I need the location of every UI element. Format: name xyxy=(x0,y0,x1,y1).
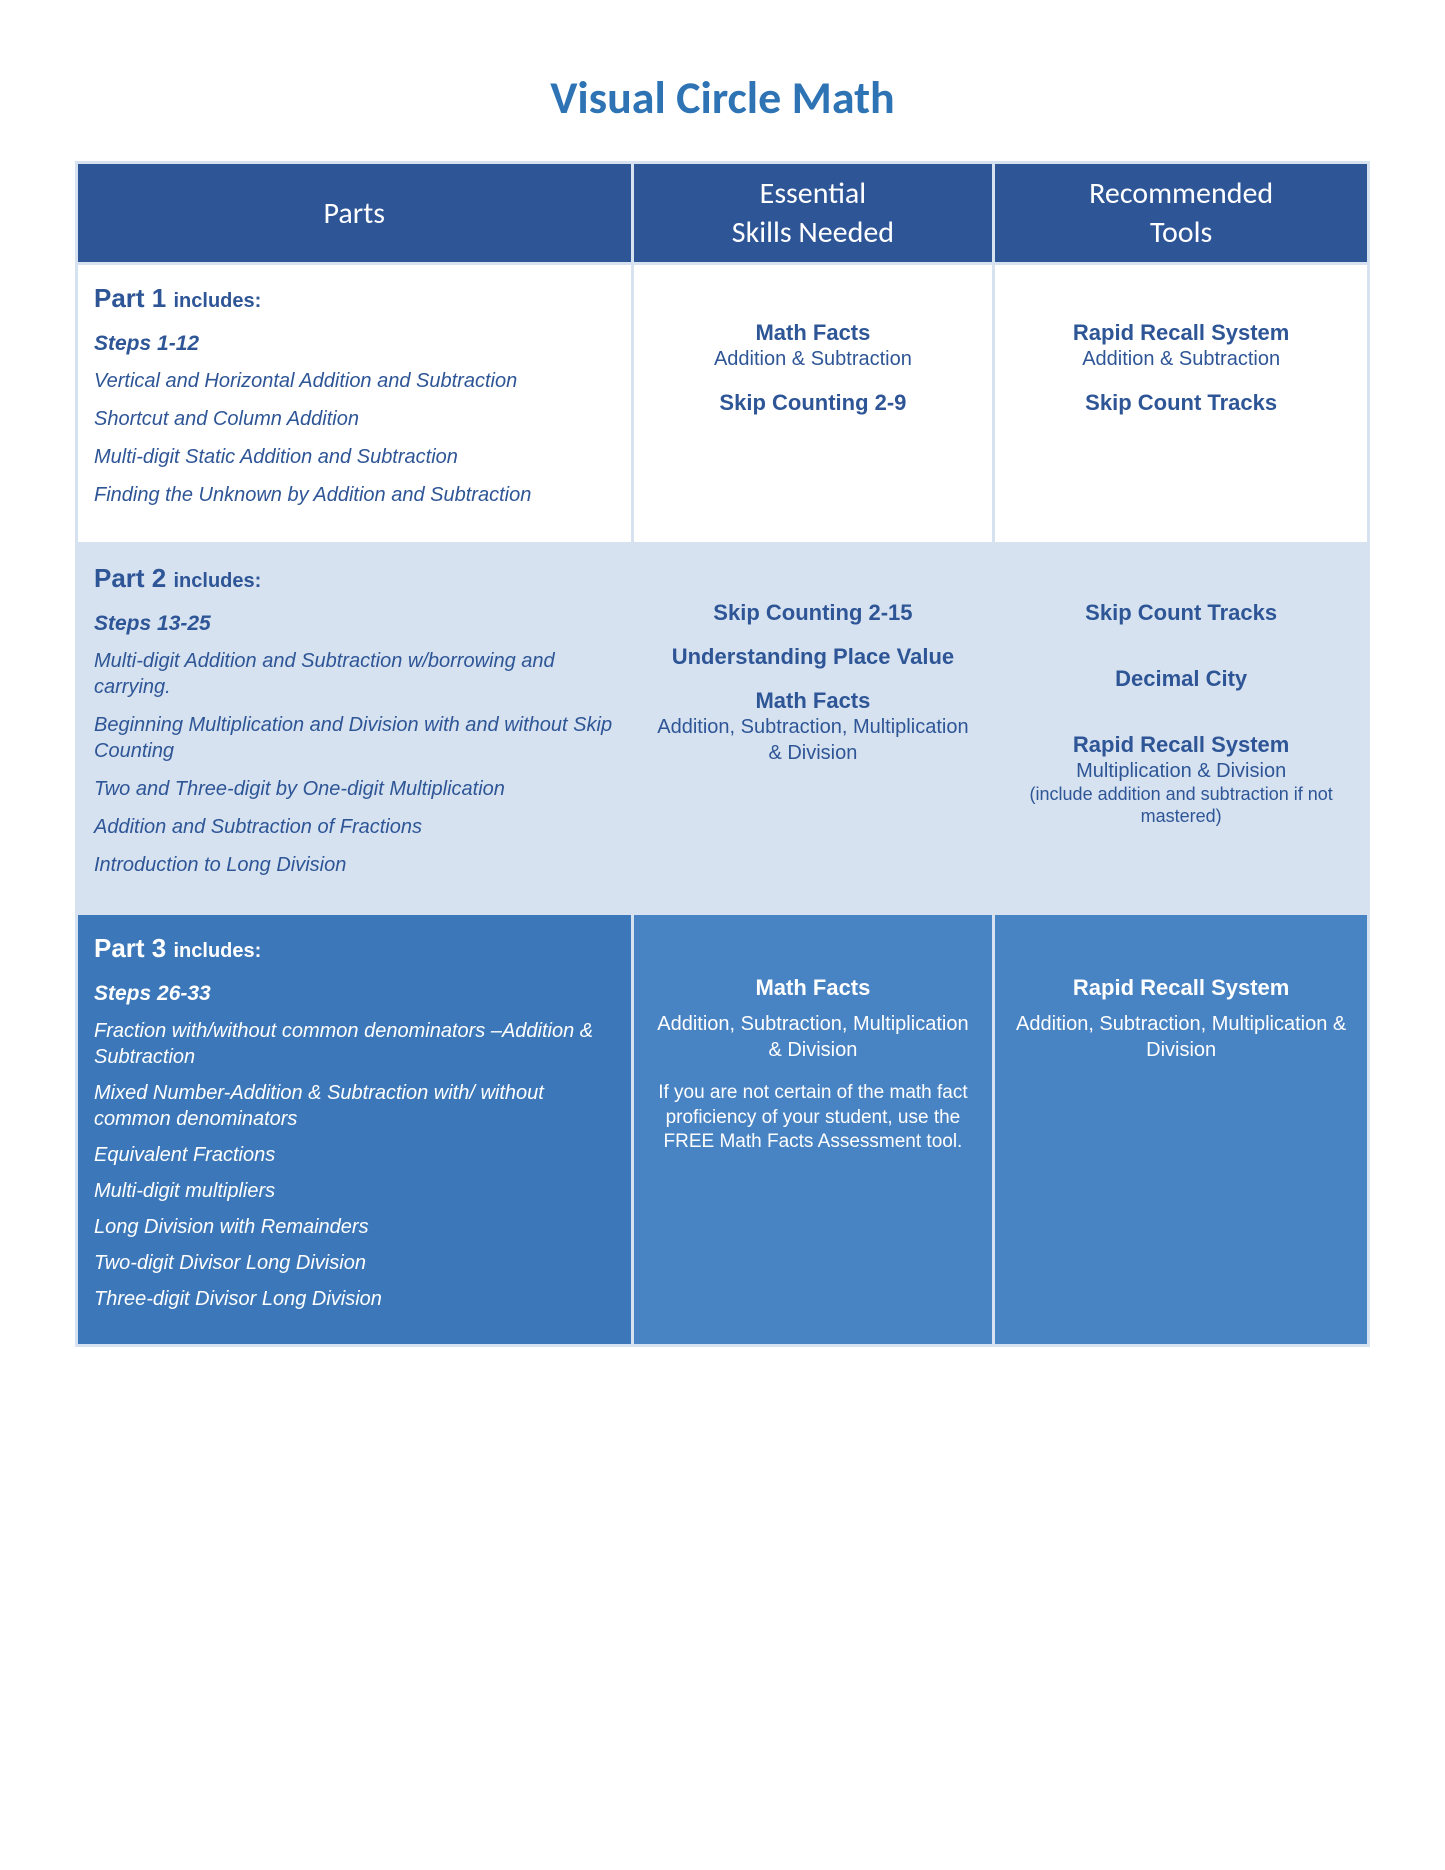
skill-block: Math Facts Addition, Subtraction, Multip… xyxy=(650,975,977,1063)
part1-item: Finding the Unknown by Addition and Subt… xyxy=(94,482,615,508)
tool-head: Rapid Recall System xyxy=(1011,975,1351,1001)
part1-header: Part 1 includes: xyxy=(94,283,615,314)
cell-part2-skills: Skip Counting 2-15 Understanding Place V… xyxy=(632,544,994,914)
part3-header: Part 3 includes: xyxy=(94,933,615,964)
part1-label: Part 1 xyxy=(94,283,166,313)
part3-includes: includes: xyxy=(174,940,262,962)
skill-block: Skip Counting 2-9 xyxy=(650,390,977,416)
part2-includes: includes: xyxy=(174,570,262,592)
tool-sub: Addition & Subtraction xyxy=(1011,346,1351,372)
part2-steps: Steps 13-25 xyxy=(94,612,615,636)
table-header-row: Parts EssentialSkills Needed Recommended… xyxy=(77,163,1369,264)
part2-item: Addition and Subtraction of Fractions xyxy=(94,814,615,840)
skill-head: Math Facts xyxy=(650,975,977,1001)
cell-part1-skills: Math Facts Addition & Subtraction Skip C… xyxy=(632,264,994,544)
part2-item: Two and Three-digit by One-digit Multipl… xyxy=(94,776,615,802)
part3-item: Equivalent Fractions xyxy=(94,1142,615,1168)
cell-part3-parts: Part 3 includes: Steps 26-33 Fraction wi… xyxy=(77,914,633,1346)
skill-block: Understanding Place Value xyxy=(650,644,977,670)
row-part-3: Part 3 includes: Steps 26-33 Fraction wi… xyxy=(77,914,1369,1346)
skill-head: Skip Counting 2-15 xyxy=(650,600,977,626)
skill-block: Math Facts Addition, Subtraction, Multip… xyxy=(650,688,977,766)
page-title: Visual Circle Math xyxy=(75,70,1370,126)
header-parts: Parts xyxy=(77,163,633,264)
tool-head: Rapid Recall System xyxy=(1011,732,1351,758)
part1-includes: includes: xyxy=(174,290,262,312)
part2-item: Multi-digit Addition and Subtraction w/b… xyxy=(94,648,615,700)
part2-item: Introduction to Long Division xyxy=(94,852,615,878)
curriculum-table: Parts EssentialSkills Needed Recommended… xyxy=(75,161,1370,1347)
part3-item: Mixed Number-Addition & Subtraction with… xyxy=(94,1080,615,1132)
tool-head: Skip Count Tracks xyxy=(1011,600,1351,626)
tool-block: Decimal City xyxy=(1011,666,1351,692)
tool-sub: Multiplication & Division xyxy=(1011,758,1351,784)
part2-label: Part 2 xyxy=(94,563,166,593)
tool-head: Decimal City xyxy=(1011,666,1351,692)
part3-item: Multi-digit multipliers xyxy=(94,1178,615,1204)
skill-note: If you are not certain of the math fact … xyxy=(650,1081,977,1155)
tool-sub: Addition, Subtraction, Multiplication & … xyxy=(1011,1011,1351,1063)
tool-block: Rapid Recall System Addition & Subtracti… xyxy=(1011,320,1351,372)
tool-block: Rapid Recall System Addition, Subtractio… xyxy=(1011,975,1351,1063)
tool-block: Rapid Recall System Multiplication & Div… xyxy=(1011,732,1351,827)
skill-sub: Addition, Subtraction, Multiplication & … xyxy=(650,714,977,766)
part3-label: Part 3 xyxy=(94,933,166,963)
cell-part3-skills: Math Facts Addition, Subtraction, Multip… xyxy=(632,914,994,1346)
skill-sub: Addition & Subtraction xyxy=(650,346,977,372)
tool-head: Rapid Recall System xyxy=(1011,320,1351,346)
tool-block: Skip Count Tracks xyxy=(1011,600,1351,626)
part1-item: Vertical and Horizontal Addition and Sub… xyxy=(94,368,615,394)
header-tools: RecommendedTools xyxy=(994,163,1369,264)
skill-block: Skip Counting 2-15 xyxy=(650,600,977,626)
part1-item: Multi-digit Static Addition and Subtract… xyxy=(94,444,615,470)
cell-part1-parts: Part 1 includes: Steps 1-12 Vertical and… xyxy=(77,264,633,544)
part3-item: Two-digit Divisor Long Division xyxy=(94,1250,615,1276)
cell-part2-parts: Part 2 includes: Steps 13-25 Multi-digit… xyxy=(77,544,633,914)
skill-sub: Addition, Subtraction, Multiplication & … xyxy=(650,1011,977,1063)
skill-block: Math Facts Addition & Subtraction xyxy=(650,320,977,372)
cell-part3-tools: Rapid Recall System Addition, Subtractio… xyxy=(994,914,1369,1346)
tool-block: Skip Count Tracks xyxy=(1011,390,1351,416)
skill-head: Skip Counting 2-9 xyxy=(650,390,977,416)
part1-steps: Steps 1-12 xyxy=(94,332,615,356)
tool-note: (include addition and subtraction if not… xyxy=(1011,784,1351,827)
cell-part2-tools: Skip Count Tracks Decimal City Rapid Rec… xyxy=(994,544,1369,914)
row-part-1: Part 1 includes: Steps 1-12 Vertical and… xyxy=(77,264,1369,544)
cell-part1-tools: Rapid Recall System Addition & Subtracti… xyxy=(994,264,1369,544)
skill-head: Understanding Place Value xyxy=(650,644,977,670)
tool-head: Skip Count Tracks xyxy=(1011,390,1351,416)
part3-steps: Steps 26-33 xyxy=(94,982,615,1006)
header-skills: EssentialSkills Needed xyxy=(632,163,994,264)
part3-item: Long Division with Remainders xyxy=(94,1214,615,1240)
part1-item: Shortcut and Column Addition xyxy=(94,406,615,432)
part3-item: Three-digit Divisor Long Division xyxy=(94,1286,615,1312)
part3-item: Fraction with/without common denominator… xyxy=(94,1018,615,1070)
skill-head: Math Facts xyxy=(650,688,977,714)
part2-header: Part 2 includes: xyxy=(94,563,615,594)
row-part-2: Part 2 includes: Steps 13-25 Multi-digit… xyxy=(77,544,1369,914)
part2-item: Beginning Multiplication and Division wi… xyxy=(94,712,615,764)
skill-head: Math Facts xyxy=(650,320,977,346)
